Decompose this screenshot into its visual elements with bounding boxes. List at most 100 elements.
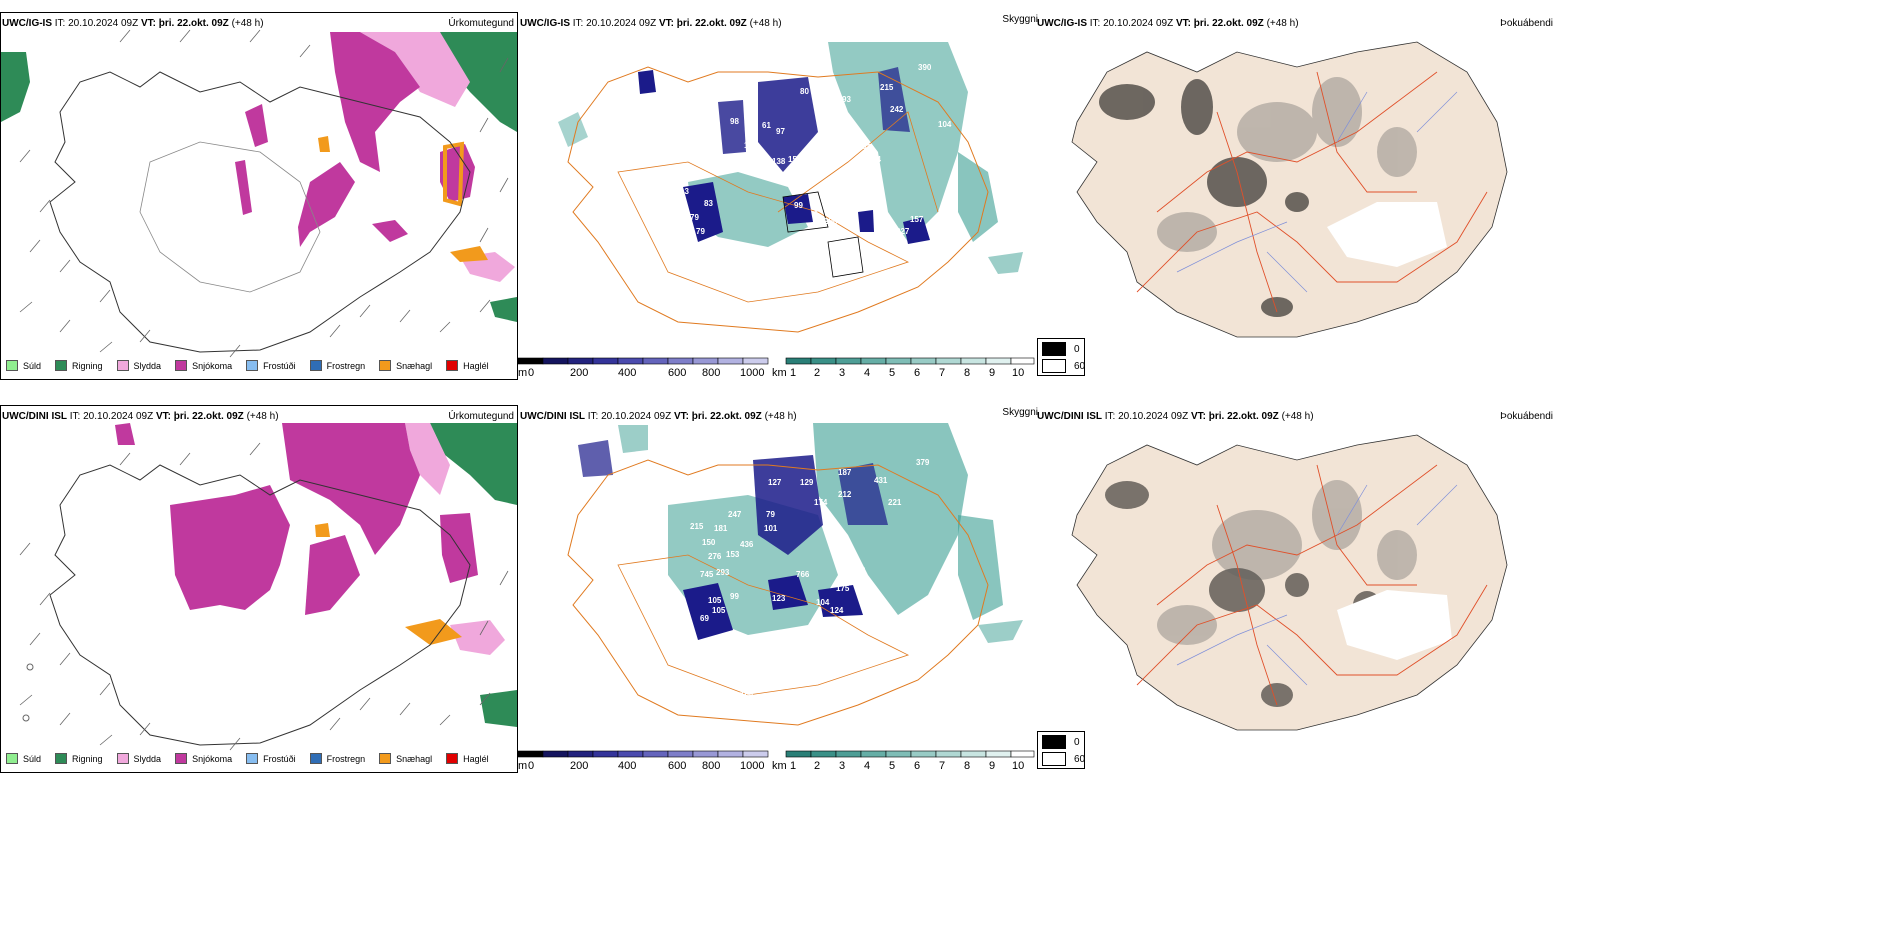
it-label: IT: (587, 411, 599, 422)
vis-label: 175 (836, 584, 850, 593)
lead-time: (+48 h) (1281, 411, 1314, 422)
scale-tick: 5 (889, 760, 896, 772)
scale-unit: km (772, 760, 787, 772)
lead-time: (+48 h) (1266, 18, 1299, 29)
precip-map (19, 423, 517, 751)
vis-label: 187 (838, 468, 852, 477)
vis-label: 212 (838, 490, 852, 499)
panel-header: UWC/IG-IS IT: 20.10.2024 09Z VT: þri. 22… (1037, 18, 1299, 30)
it-label: IT: (1089, 18, 1101, 29)
fog-value: 0 (1074, 343, 1080, 355)
vis-label: 215 (690, 522, 704, 531)
panel-header: UWC/DINI ISL IT: 20.10.2024 09Z VT: þri.… (1037, 411, 1314, 423)
scale-tick: 400 (618, 367, 637, 379)
fog-map (1071, 41, 1508, 338)
legend-item: Slydda (116, 360, 162, 371)
vis-label: 127 (768, 478, 782, 487)
scale-unit: m (518, 367, 528, 379)
lead-time: (+48 h) (246, 411, 279, 422)
vt-label: VT: (155, 411, 171, 422)
vis-label: 138 (772, 157, 786, 166)
vis-label: 242 (890, 105, 904, 114)
vis-label: 436 (740, 540, 754, 549)
legend-label: Frostregn (326, 753, 366, 764)
model-name: UWC/IG-IS (1037, 18, 1087, 29)
visibility-labels: 390 215 242 104 93 103 80 98 61 97 144 1… (676, 63, 952, 236)
legend-label: Snjókoma (192, 360, 233, 371)
precip-map-frame (0, 405, 518, 773)
scale-tick: 600 (668, 760, 687, 772)
fog-legend-row: 0 (1042, 342, 1080, 356)
scale-tick: 600 (668, 367, 687, 379)
vis-km-scale: km 1 2 3 4 5 6 7 8 9 10 (772, 367, 1034, 381)
vis-label: 79 (690, 213, 699, 222)
fog-legend-row: 0 (1042, 735, 1080, 749)
vis-label: 168 (740, 690, 754, 699)
vis-label: 123 (772, 594, 786, 603)
vis-label: 69 (700, 614, 709, 623)
scale-tick: 1000 (740, 760, 765, 772)
vis-label: 201 (836, 191, 850, 200)
scale-tick: 200 (570, 367, 589, 379)
legend-item: Frostúði (246, 360, 296, 371)
scale-tick: 4 (864, 760, 871, 772)
scale-tick: 1 (790, 760, 797, 772)
vt-value: þri. 22.okt. 09Z (158, 18, 229, 29)
vis-label: 766 (796, 570, 810, 579)
legend-item: Snæhagl (379, 753, 432, 764)
legend-swatch (175, 360, 188, 371)
scale-tick: 2 (814, 367, 821, 379)
vis-label: 242 (858, 143, 872, 152)
scale-tick: 400 (618, 760, 637, 772)
vis-label: 61 (762, 121, 771, 130)
legend-label: Frostúði (263, 753, 296, 764)
vt-label: VT: (140, 18, 156, 29)
precip-legend: Súld Rigning Slydda Snjókoma Frostúði Fr… (6, 753, 489, 764)
panel-name: Skyggni (1002, 407, 1038, 418)
fog-legend-2: 0 60 (1037, 731, 1085, 769)
vt-value: þri. 22.okt. 09Z (173, 411, 244, 422)
scale-tick: 3 (839, 367, 846, 379)
legend-item: Snæhagl (379, 360, 432, 371)
legend-swatch (379, 753, 392, 764)
vis-label: 99 (794, 201, 803, 210)
legend-swatch (175, 753, 188, 764)
vis-label: 327 (896, 227, 910, 236)
legend-item: Rigning (55, 753, 103, 764)
scale-unit: km (772, 367, 787, 379)
legend-item: Haglél (446, 753, 489, 764)
scale-tick: 200 (570, 760, 589, 772)
vis-label: 276 (708, 552, 722, 561)
fog-legend-row: 60 (1042, 359, 1085, 373)
panel-header: UWC/DINI ISL IT: 20.10.2024 09Z VT: þri.… (2, 411, 279, 423)
scale-unit: m (518, 760, 528, 772)
it-label: IT: (572, 18, 584, 29)
vis-m-scale: m 0 200 400 600 800 1000 (518, 760, 768, 774)
scale-tick: 1 (790, 367, 797, 379)
panel-name: Skyggni (1002, 14, 1038, 25)
fog-map (1071, 434, 1508, 731)
vis-label: 325 (826, 207, 840, 216)
vt-value: þri. 22.okt. 09Z (691, 411, 762, 422)
legend-label: Slydda (133, 360, 162, 371)
vis-label: 97 (776, 127, 785, 136)
fog-value: 60 (1074, 360, 1086, 372)
panel-header: UWC/DINI ISL IT: 20.10.2024 09Z VT: þri.… (520, 411, 797, 423)
it-label: IT: (1104, 411, 1116, 422)
legend-item: Frostregn (309, 753, 366, 764)
vis-label: 157 (910, 215, 924, 224)
scale-tick: 9 (989, 367, 996, 379)
vis-label: 01 (814, 205, 823, 214)
it-label: IT: (69, 411, 81, 422)
vt-label: VT: (673, 411, 689, 422)
legend-swatch (379, 360, 392, 371)
it-value: 20.10.2024 09Z (601, 411, 672, 422)
legend-swatch (116, 753, 129, 764)
vis-label: 379 (916, 458, 930, 467)
legend-swatch (6, 360, 18, 371)
panel-header: UWC/IG-IS IT: 20.10.2024 09Z VT: þri. 22… (2, 18, 264, 30)
legend-label: Haglél (463, 360, 489, 371)
legend-label: Rigning (72, 360, 103, 371)
vis-label: 174 (814, 498, 828, 507)
visibility-map: 379 431 221 187 212 174 129 127 247 181 … (567, 423, 1023, 726)
